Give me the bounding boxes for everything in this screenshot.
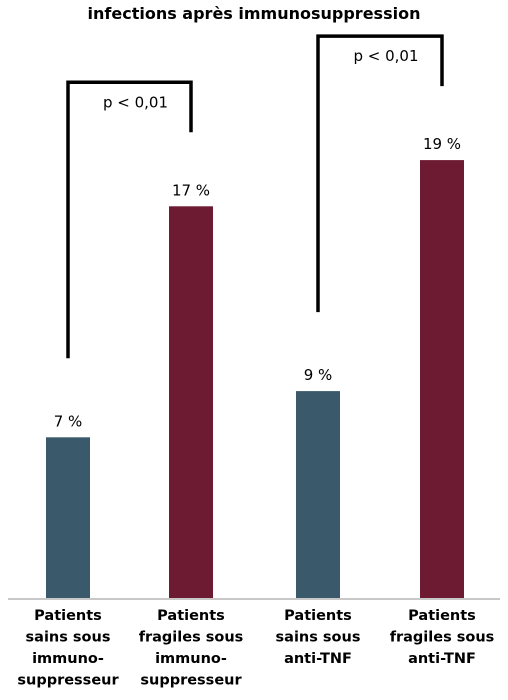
bar-2 — [169, 206, 213, 600]
significance-bracket-2 — [316, 34, 444, 313]
p-value-label-1: p < 0,01 — [103, 93, 168, 111]
significance-bracket-1 — [66, 80, 193, 359]
value-labels-group: 7 % 17 % 9 % 19 % — [54, 135, 461, 430]
category-label-2: Patients fragiles sous immuno-suppresseur — [139, 608, 244, 689]
chart-title: infections après immunosuppression — [88, 4, 421, 23]
category-label-1: Patients sains sous immuno-suppresseur — [17, 608, 119, 689]
category-label-3: Patients sains sous anti-TNF — [276, 608, 361, 667]
value-label-4: 19 % — [423, 135, 461, 153]
bars-group — [46, 160, 464, 600]
category-label-4: Patients fragiles sous anti-TNF — [390, 608, 495, 667]
value-label-1: 7 % — [54, 412, 83, 430]
bar-4 — [420, 160, 464, 599]
value-label-2: 17 % — [172, 181, 210, 199]
category-labels-group: Patients sains sous immuno-suppresseurPati… — [17, 608, 494, 689]
bar-1 — [46, 437, 90, 599]
p-value-label-2: p < 0,01 — [353, 47, 418, 65]
significance-brackets: p < 0,01 p < 0,01 — [66, 34, 444, 359]
value-label-3: 9 % — [304, 366, 333, 384]
bar-3 — [296, 391, 340, 599]
